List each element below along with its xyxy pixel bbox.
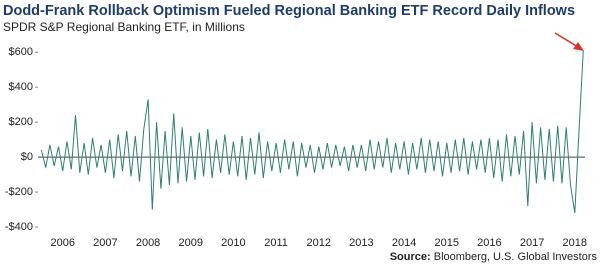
x-tick-label: 2018: [563, 237, 587, 249]
x-tick-label: 2007: [93, 237, 117, 249]
x-tick-label: 2006: [51, 237, 75, 249]
y-tick-label: $400: [9, 81, 33, 93]
x-tick-label: 2015: [435, 237, 459, 249]
chart-subtitle: SPDR S&P Regional Banking ETF, in Millio…: [3, 20, 245, 34]
y-tick-label: $0: [21, 151, 33, 163]
source: Source: Bloomberg, U.S. Global Investors: [390, 251, 598, 263]
y-tick-label: $600: [9, 46, 33, 58]
source-label: Source:: [390, 251, 431, 263]
x-tick-label: 2008: [136, 237, 160, 249]
x-tick-label: 2009: [179, 237, 203, 249]
source-text: Bloomberg, U.S. Global Investors: [434, 251, 598, 263]
data-line: [40, 50, 584, 214]
x-tick-label: 2017: [520, 237, 544, 249]
chart-title: Dodd-Frank Rollback Optimism Fueled Regi…: [3, 3, 575, 19]
annotation-arrow: [554, 32, 584, 51]
y-tick-label: -$200: [5, 186, 33, 198]
y-tick-label: $200: [9, 116, 33, 128]
x-tick-label: 2010: [221, 237, 245, 249]
x-tick-label: 2012: [307, 237, 331, 249]
x-tick-label: 2011: [264, 237, 288, 249]
x-tick-label: 2016: [477, 237, 501, 249]
y-tick-label: -$400: [5, 221, 33, 233]
x-tick-label: 2014: [392, 237, 416, 249]
x-tick-label: 2013: [349, 237, 373, 249]
